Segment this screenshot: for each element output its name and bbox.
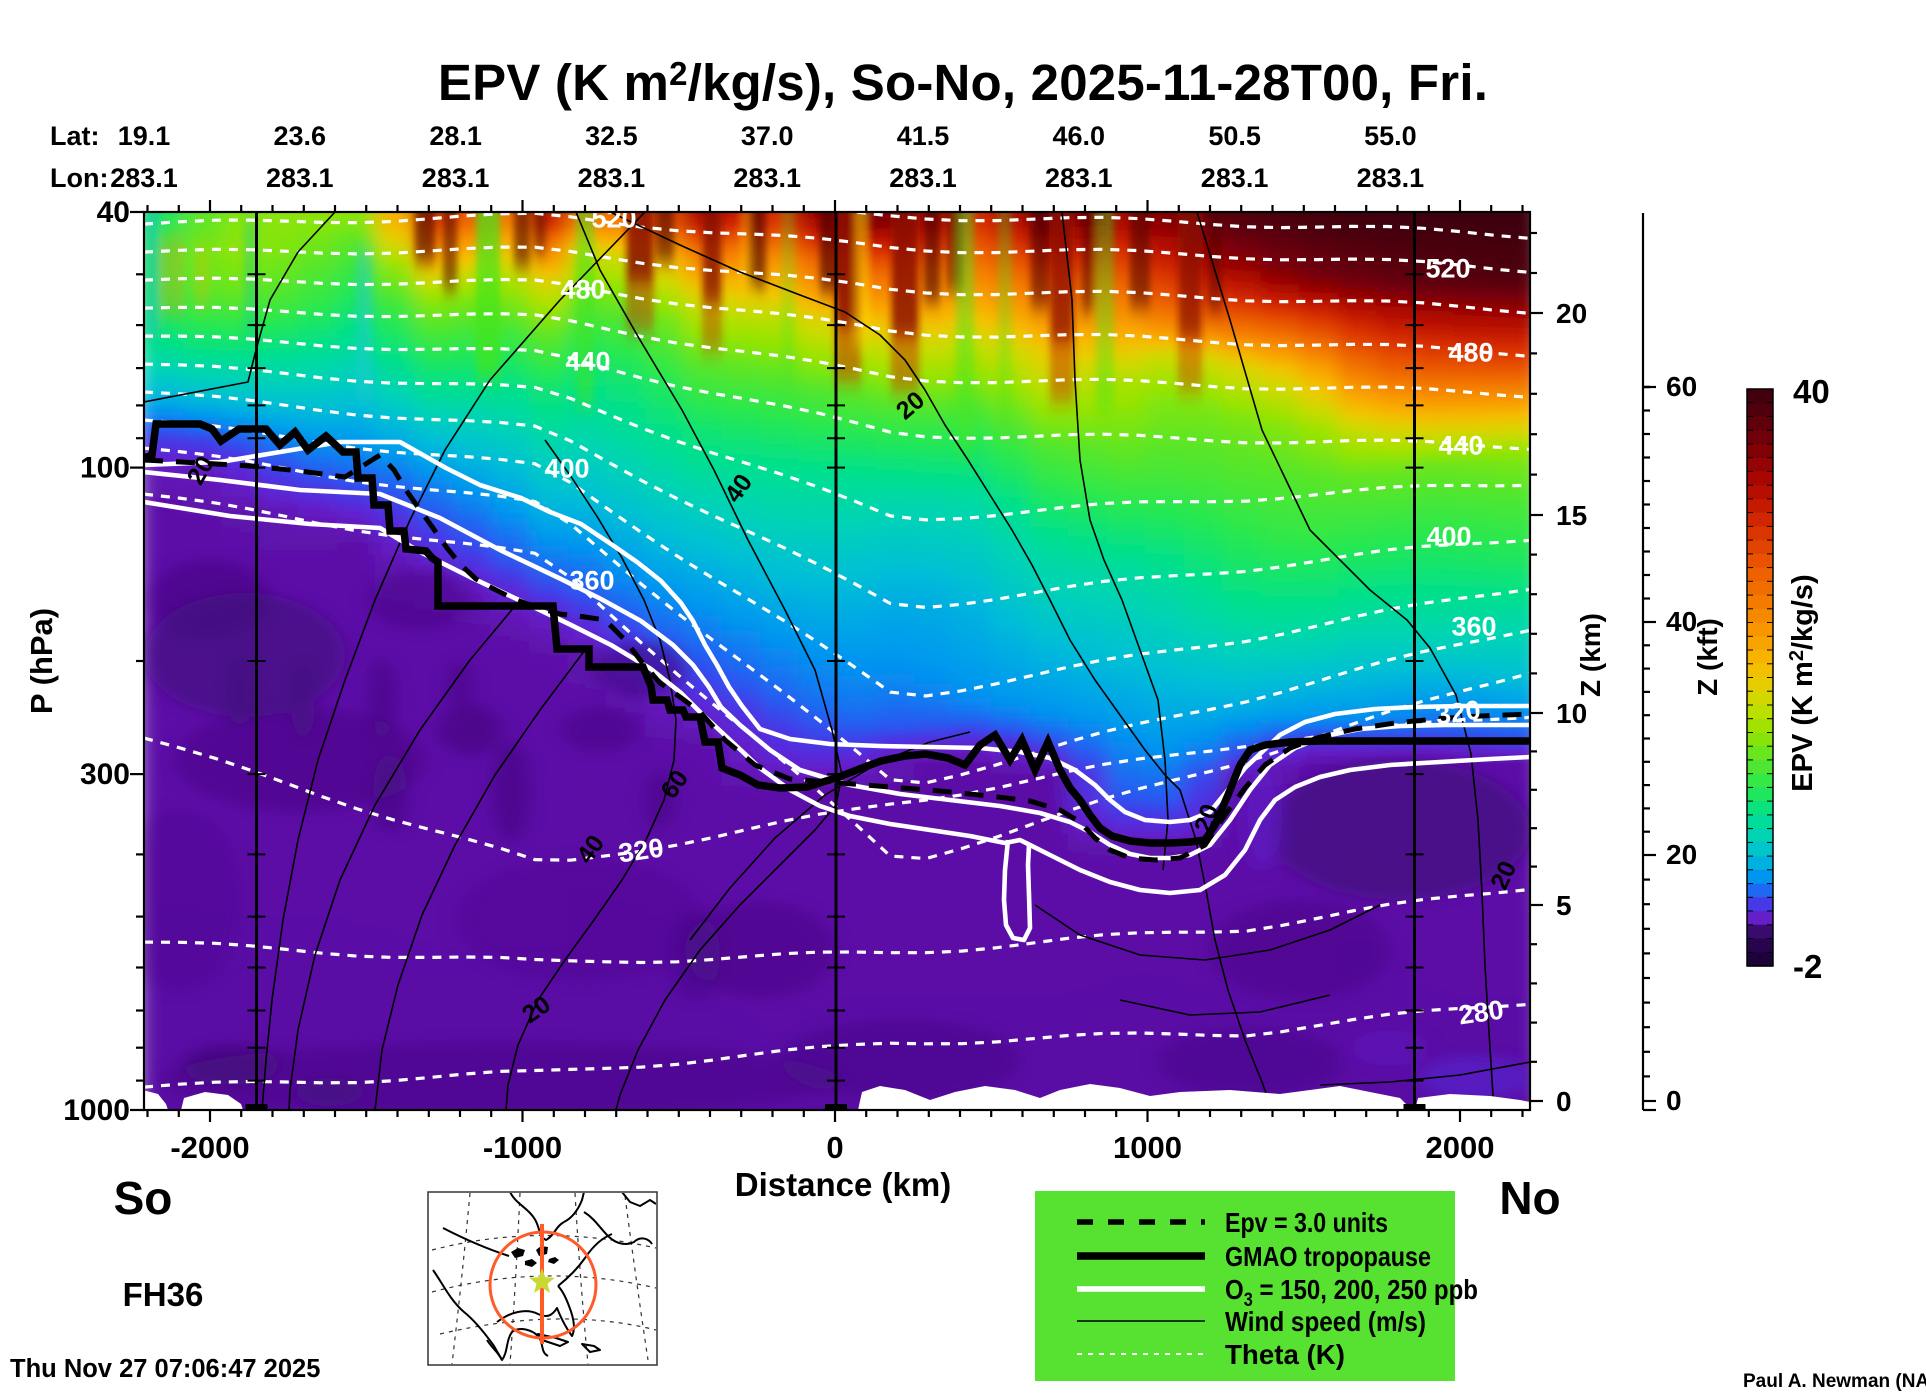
svg-text:360: 360 bbox=[569, 566, 614, 596]
svg-text:283.1: 283.1 bbox=[889, 163, 957, 193]
svg-text:28.1: 28.1 bbox=[429, 121, 482, 151]
svg-text:40: 40 bbox=[1793, 373, 1830, 410]
svg-text:283.1: 283.1 bbox=[578, 163, 646, 193]
svg-text:283.1: 283.1 bbox=[110, 163, 178, 193]
svg-text:280: 280 bbox=[1457, 995, 1506, 1031]
svg-text:O3 = 150, 200, 250 ppb: O3 = 150, 200, 250 ppb bbox=[1225, 1274, 1478, 1311]
svg-text:300: 300 bbox=[80, 758, 130, 791]
svg-text:40: 40 bbox=[1666, 606, 1697, 637]
svg-text:20: 20 bbox=[1556, 298, 1587, 329]
svg-text:60: 60 bbox=[1666, 371, 1697, 402]
svg-text:FH36: FH36 bbox=[123, 1276, 204, 1313]
svg-text:Distance (km): Distance (km) bbox=[735, 1166, 951, 1203]
svg-text:520: 520 bbox=[1425, 253, 1470, 283]
svg-text:320: 320 bbox=[617, 833, 666, 869]
svg-text:1000: 1000 bbox=[63, 1094, 130, 1127]
svg-text:Paul A. Newman (NASA: Paul A. Newman (NASA bbox=[1743, 1371, 1926, 1392]
svg-text:41.5: 41.5 bbox=[897, 121, 950, 151]
svg-text:360: 360 bbox=[1451, 612, 1496, 642]
svg-text:No: No bbox=[1499, 1172, 1560, 1224]
svg-text:400: 400 bbox=[544, 453, 589, 483]
svg-text:EPV (K m2/kg/s), So-No, 2025-1: EPV (K m2/kg/s), So-No, 2025-11-28T00, F… bbox=[438, 54, 1488, 111]
svg-text:20: 20 bbox=[1666, 839, 1697, 870]
svg-text:-2: -2 bbox=[1793, 948, 1822, 985]
svg-text:400: 400 bbox=[1426, 522, 1471, 552]
svg-text:283.1: 283.1 bbox=[733, 163, 801, 193]
svg-text:55.0: 55.0 bbox=[1364, 121, 1417, 151]
svg-text:-2000: -2000 bbox=[170, 1130, 249, 1165]
svg-text:Lat:: Lat: bbox=[50, 121, 100, 151]
svg-text:0: 0 bbox=[1556, 1086, 1572, 1117]
svg-text:10: 10 bbox=[1556, 698, 1587, 729]
svg-text:-1000: -1000 bbox=[483, 1130, 562, 1165]
svg-text:283.1: 283.1 bbox=[266, 163, 334, 193]
svg-text:480: 480 bbox=[1448, 337, 1493, 367]
svg-text:GMAO tropopause: GMAO tropopause bbox=[1225, 1241, 1431, 1272]
svg-text:P (hPa): P (hPa) bbox=[24, 608, 59, 714]
svg-text:520: 520 bbox=[591, 203, 636, 233]
svg-text:Z (km): Z (km) bbox=[1575, 613, 1606, 697]
svg-text:283.1: 283.1 bbox=[1045, 163, 1113, 193]
svg-text:50.5: 50.5 bbox=[1208, 121, 1261, 151]
svg-text:Wind speed (m/s): Wind speed (m/s) bbox=[1225, 1306, 1426, 1337]
svg-text:Epv = 3.0 units: Epv = 3.0 units bbox=[1225, 1207, 1388, 1238]
svg-text:283.1: 283.1 bbox=[1357, 163, 1425, 193]
svg-text:100: 100 bbox=[80, 452, 130, 485]
svg-text:5: 5 bbox=[1556, 890, 1572, 921]
svg-text:2000: 2000 bbox=[1426, 1130, 1495, 1165]
svg-text:15: 15 bbox=[1556, 500, 1587, 531]
svg-text:EPV (K m2/kg/s): EPV (K m2/kg/s) bbox=[1786, 574, 1819, 791]
svg-text:0: 0 bbox=[1666, 1085, 1682, 1116]
svg-text:320: 320 bbox=[1434, 695, 1483, 731]
svg-text:32.5: 32.5 bbox=[585, 121, 638, 151]
svg-text:440: 440 bbox=[1438, 430, 1483, 460]
svg-text:480: 480 bbox=[560, 274, 605, 304]
svg-text:283.1: 283.1 bbox=[1201, 163, 1269, 193]
svg-text:0: 0 bbox=[826, 1130, 843, 1165]
svg-text:So: So bbox=[114, 1172, 173, 1224]
svg-text:19.1: 19.1 bbox=[118, 121, 171, 151]
svg-text:40: 40 bbox=[97, 196, 130, 229]
svg-text:Theta (K): Theta (K) bbox=[1225, 1339, 1345, 1370]
svg-text:283.1: 283.1 bbox=[422, 163, 490, 193]
svg-text:37.0: 37.0 bbox=[741, 121, 794, 151]
svg-text:23.6: 23.6 bbox=[274, 121, 327, 151]
svg-text:46.0: 46.0 bbox=[1053, 121, 1106, 151]
svg-text:Z (kft): Z (kft) bbox=[1692, 618, 1723, 696]
svg-text:1000: 1000 bbox=[1113, 1130, 1182, 1165]
svg-text:440: 440 bbox=[565, 346, 610, 376]
svg-text:Lon:: Lon: bbox=[50, 163, 108, 193]
svg-text:Thu Nov 27 07:06:47 2025: Thu Nov 27 07:06:47 2025 bbox=[10, 1355, 320, 1383]
